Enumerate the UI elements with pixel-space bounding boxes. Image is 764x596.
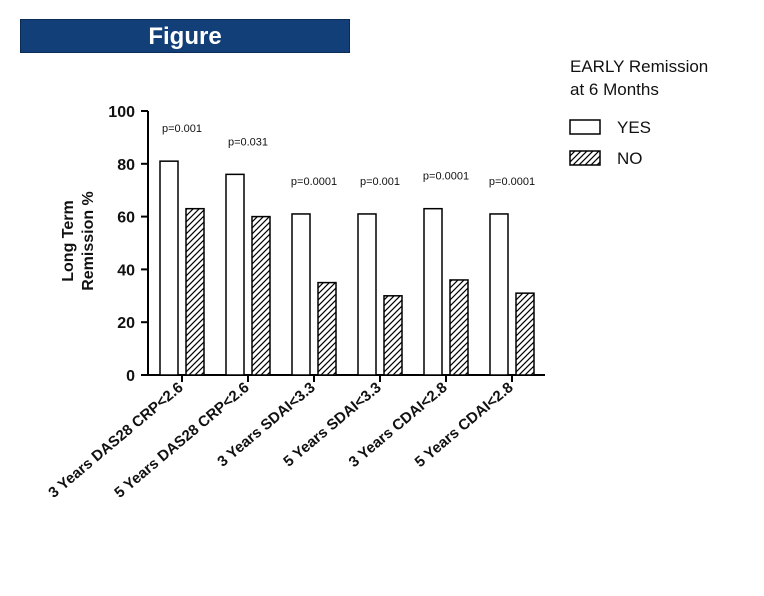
legend-label-no: NO	[617, 149, 643, 168]
bar-no-3	[317, 281, 337, 376]
legend-swatch-yes	[569, 119, 601, 135]
p-value-annotation: p=0.001	[162, 123, 202, 135]
y-tick-label: 40	[117, 262, 135, 279]
bar-yes-2	[225, 173, 245, 376]
x-tick-label: 5 Years DAS28 CRP<2.6	[111, 379, 252, 501]
y-axis-label-line-2: Remission %	[80, 191, 97, 291]
y-tick-label: 80	[117, 157, 135, 174]
legend-title-line-1: EARLY Remission	[570, 57, 708, 76]
bar-yes-3	[291, 213, 311, 376]
bar-no-6	[515, 292, 535, 376]
bar-no-1	[185, 207, 205, 376]
p-value-annotation: p=0.0001	[489, 176, 535, 188]
y-tick-label: 0	[126, 368, 135, 385]
p-value-annotation: p=0.031	[228, 136, 268, 148]
p-value-annotation: p=0.0001	[423, 171, 469, 183]
y-tick-label: 20	[117, 315, 135, 332]
figure-banner: Figure	[20, 19, 350, 53]
y-axis-label-line-1: Long Term	[60, 200, 77, 281]
y-tick-label: 100	[108, 104, 135, 121]
bar-yes-6	[489, 213, 509, 376]
bar-yes-5	[423, 207, 443, 376]
figure-title: Figure	[148, 23, 222, 50]
legend-swatch-no	[569, 150, 601, 166]
y-tick-label: 60	[117, 210, 135, 227]
legend-label-yes: YES	[617, 118, 651, 137]
bar-yes-1	[159, 160, 179, 376]
bar-no-4	[383, 295, 403, 376]
bar-no-2	[251, 215, 271, 376]
legend-title-line-2: at 6 Months	[570, 80, 659, 99]
p-value-annotation: p=0.001	[360, 176, 400, 188]
p-value-annotation: p=0.0001	[291, 176, 337, 188]
bar-no-5	[449, 279, 469, 376]
x-tick-label: 3 Years DAS28 CRP<2.6	[45, 379, 186, 501]
bar-yes-4	[357, 213, 377, 376]
